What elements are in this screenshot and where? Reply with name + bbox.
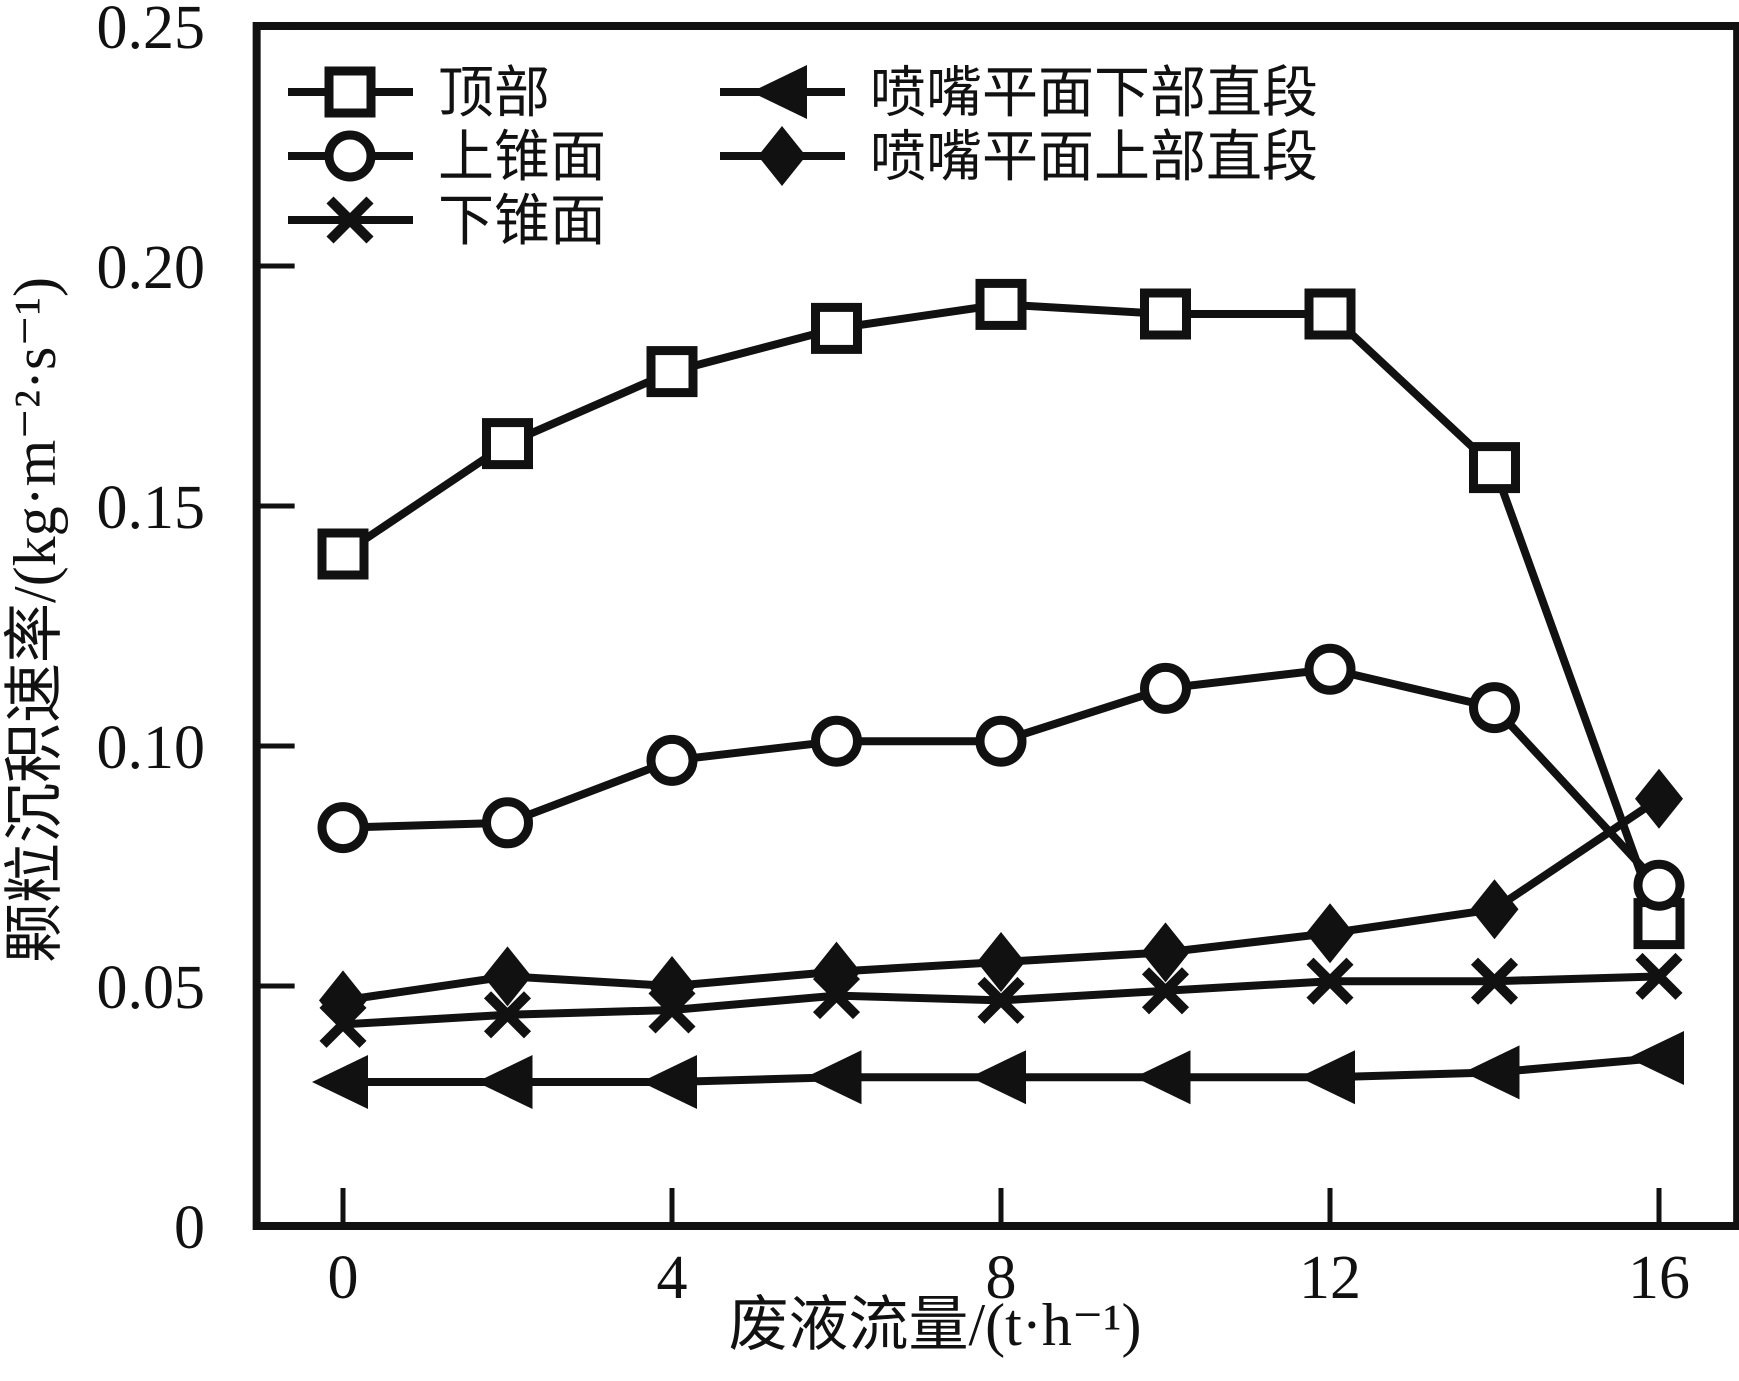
legend-item-喷嘴平面下部直段: 喷嘴平面下部直段 [720, 63, 1318, 125]
x-cross-marker-icon [1470, 957, 1519, 1005]
x-tick-label: 16 [1628, 1244, 1690, 1312]
triangle-left-marker-icon [1463, 1045, 1520, 1100]
x-cross-marker-icon [977, 976, 1025, 1024]
legend-item-下锥面: 下锥面 [288, 191, 606, 253]
square-open-marker-icon [646, 346, 698, 398]
circle-open-marker-icon [1469, 682, 1520, 734]
square-open-marker-icon [1304, 288, 1356, 340]
triangle-left-marker-icon [1134, 1050, 1191, 1105]
y-tick-label: 0.15 [97, 474, 206, 542]
y-tick-label: 0 [174, 1194, 205, 1262]
x-tick-label: 4 [657, 1244, 688, 1312]
circle-open-marker-icon [1633, 859, 1685, 911]
circle-open-marker-icon [811, 715, 862, 767]
y-tick-label: 0.10 [97, 714, 206, 782]
x-cross-marker-icon [1635, 952, 1683, 1000]
square-open-marker-icon [324, 66, 376, 118]
diamond-marker-icon [758, 126, 806, 186]
circle-open-marker-icon [646, 734, 698, 786]
x-cross-marker-icon [1306, 957, 1354, 1005]
triangle-left-marker-icon [641, 1055, 697, 1109]
x-tick-label: 12 [1299, 1244, 1361, 1312]
series-上锥面 [317, 643, 1685, 911]
series-line [340, 300, 1663, 925]
x-cross-marker-icon [1141, 967, 1190, 1015]
x-cross-marker-icon [326, 196, 374, 244]
square-open-marker-icon [811, 302, 862, 354]
diamond-marker-icon [1141, 922, 1190, 983]
y-tick-label: 0.05 [97, 954, 206, 1022]
y-tick-label: 0.20 [97, 234, 206, 302]
y-tick-label: 0.25 [97, 0, 206, 62]
circle-open-marker-icon [317, 802, 369, 854]
x-axis-title: 废液流量/(t·h⁻¹) [729, 1292, 1142, 1358]
axis-ticks [256, 23, 1662, 1226]
circle-open-marker-icon [1140, 662, 1191, 714]
circle-open-marker-icon [482, 797, 533, 849]
diamond-marker-icon [1635, 768, 1683, 829]
x-cross-marker-icon [483, 991, 532, 1039]
y-axis-title: 颗粒沉积速率/(kg·m⁻²·s⁻¹) [2, 277, 68, 963]
triangle-left-marker-icon [476, 1055, 533, 1109]
triangle-left-marker-icon [751, 65, 807, 119]
square-open-marker-icon [1469, 442, 1520, 494]
diamond-marker-icon [812, 941, 861, 1002]
legend-item-顶部: 顶部 [288, 63, 550, 125]
diamond-marker-icon [483, 946, 532, 1007]
triangle-left-marker-icon [1299, 1050, 1355, 1105]
circle-open-marker-icon [975, 715, 1027, 767]
series-line [342, 665, 1662, 888]
triangle-left-marker-icon [805, 1050, 862, 1105]
triangle-left-marker-icon [312, 1055, 368, 1109]
square-open-marker-icon [482, 418, 533, 470]
triangle-left-marker-icon [1628, 1031, 1684, 1085]
diamond-marker-icon [1306, 903, 1354, 964]
legend-label: 喷嘴平面上部直段 [870, 127, 1318, 189]
square-open-marker-icon [1140, 288, 1191, 340]
circle-open-marker-icon [324, 130, 376, 182]
series-顶部 [317, 278, 1685, 950]
diamond-marker-icon [1470, 879, 1519, 940]
square-open-marker-icon [975, 278, 1027, 330]
legend-label: 喷嘴平面下部直段 [870, 63, 1318, 125]
legend-item-喷嘴平面上部直段: 喷嘴平面上部直段 [720, 126, 1318, 189]
legend-label: 上锥面 [438, 127, 606, 189]
diamond-marker-icon [977, 932, 1025, 992]
x-tick-label: 0 [328, 1244, 359, 1312]
legend-item-上锥面: 上锥面 [288, 127, 606, 189]
triangle-left-marker-icon [970, 1050, 1026, 1105]
legend-label: 顶部 [438, 63, 550, 125]
series-喷嘴平面下部直段 [312, 1031, 1684, 1109]
tick-labels: 0 0.05 0.10 0.15 0.20 0.25 0 4 8 12 16 [97, 0, 1691, 1312]
legend-label: 下锥面 [438, 191, 606, 253]
square-open-marker-icon [317, 528, 369, 580]
diamond-marker-icon [319, 970, 367, 1031]
plot-border [252, 22, 1739, 1230]
x-tick-label: 8 [986, 1244, 1017, 1312]
circle-open-marker-icon [1304, 643, 1356, 695]
series-喷嘴平面上部直段 [319, 768, 1683, 1031]
diamond-marker-icon [648, 956, 696, 1016]
